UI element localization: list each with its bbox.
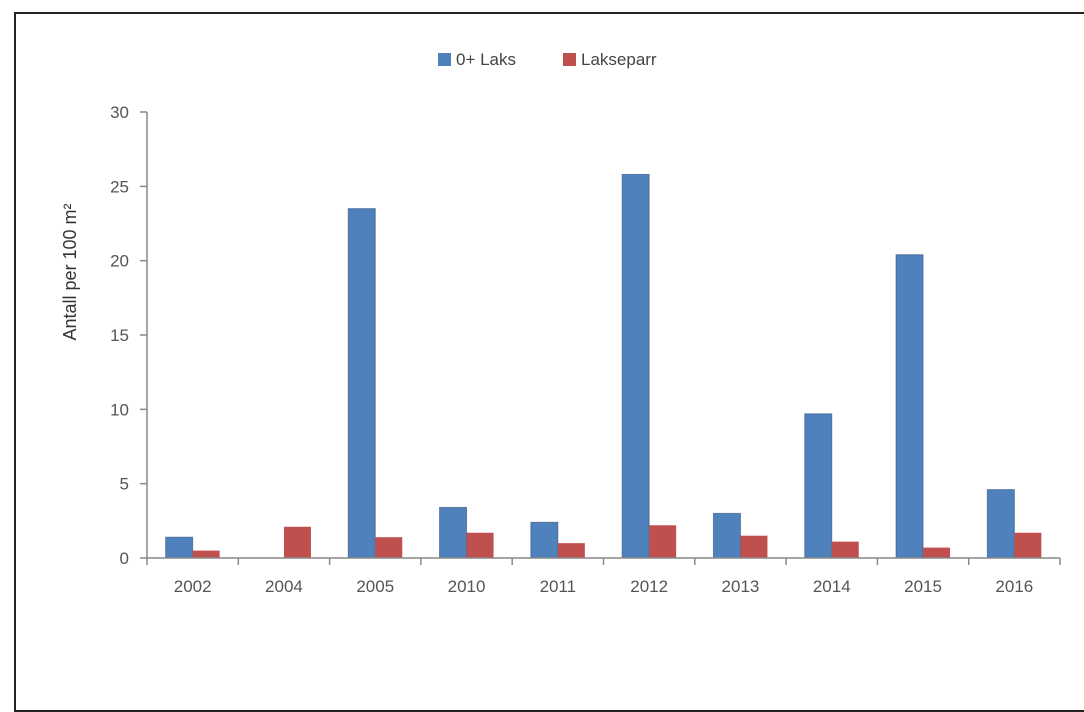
legend-swatch-lakseparr xyxy=(563,53,576,66)
x-tick-label: 2004 xyxy=(265,577,303,596)
bar-lakseparr-2013 xyxy=(740,535,768,558)
axes: 0 5 10 15 20 25 30 2002 2004 2005 2010 2011 2012 2013… xyxy=(110,103,1061,596)
legend: 0+ Laks Lakseparr xyxy=(438,50,657,69)
bar-lakseparr-2004 xyxy=(283,526,311,558)
x-tick-label: 2012 xyxy=(630,577,668,596)
bar-laks-2014 xyxy=(804,413,833,559)
y-tick-label: 25 xyxy=(110,177,129,196)
y-tick-label: 30 xyxy=(110,103,129,122)
bar-laks-2013 xyxy=(712,512,741,559)
bar-lakseparr-2014 xyxy=(831,541,859,558)
x-tick-label: 2016 xyxy=(995,577,1033,596)
y-tick-label: 0 xyxy=(120,549,129,568)
y-tick-label: 5 xyxy=(120,475,129,494)
bar-lakseparr-2012 xyxy=(649,525,677,558)
bar-lakseparr-2005 xyxy=(375,537,403,558)
bar-lakseparr-2010 xyxy=(466,532,494,558)
y-tick-label: 20 xyxy=(110,252,129,271)
x-tick-label: 2010 xyxy=(448,577,486,596)
y-axis-label: Antall per 100 m² xyxy=(60,203,80,340)
x-tick-label: 2015 xyxy=(904,577,942,596)
x-tick-label: 2005 xyxy=(356,577,394,596)
bar-laks-2005 xyxy=(347,208,376,559)
bar-laks-2002 xyxy=(165,536,194,559)
x-tick-label: 2011 xyxy=(540,577,577,596)
legend-swatch-laks xyxy=(438,53,451,66)
y-tick-label: 10 xyxy=(110,400,129,419)
bar-laks-2011 xyxy=(530,521,559,559)
bar-chart: 0+ Laks Lakseparr 0 5 10 15 20 25 30 2002 2004 200… xyxy=(60,50,1061,596)
bar-lakseparr-2002 xyxy=(192,550,220,558)
bar-lakseparr-2015 xyxy=(923,547,951,558)
bar-laks-2010 xyxy=(439,506,468,559)
y-tick-label: 15 xyxy=(110,326,129,345)
bar-laks-2016 xyxy=(986,489,1015,559)
legend-label-lakseparr: Lakseparr xyxy=(581,50,657,69)
bar-laks-2015 xyxy=(895,254,924,559)
bars xyxy=(165,173,1042,559)
x-tick-label: 2013 xyxy=(722,577,760,596)
legend-label-laks: 0+ Laks xyxy=(456,50,516,69)
x-tick-label: 2014 xyxy=(813,577,851,596)
bar-lakseparr-2016 xyxy=(1014,532,1042,558)
bar-lakseparr-2011 xyxy=(557,543,585,558)
bar-laks-2012 xyxy=(621,173,650,559)
x-tick-label: 2002 xyxy=(174,577,212,596)
